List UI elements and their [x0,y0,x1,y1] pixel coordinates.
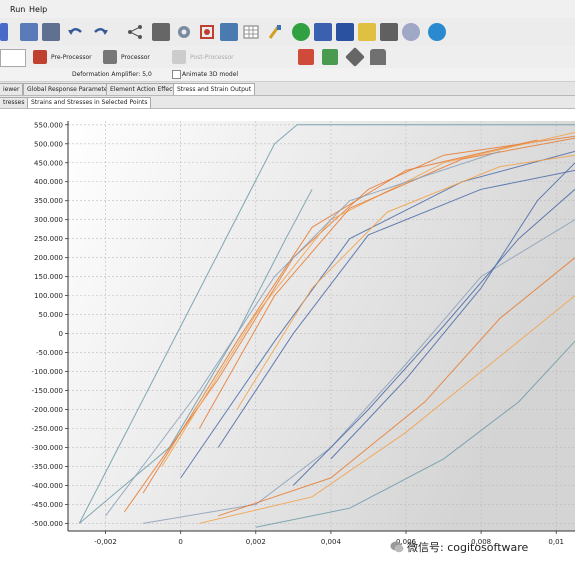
deformation-amplifier-label: Deformation Amplifier: 5,0 [72,71,152,78]
menu-bar: Run Help [0,0,575,19]
mode-select[interactable] [0,49,26,67]
node-icon[interactable] [126,23,144,41]
hysteresis-series-0 [78,124,575,524]
frame-icon [33,50,47,64]
paint-brush-icon[interactable] [266,23,284,41]
hysteresis-series-13 [105,150,501,517]
sub-tabs: tresses Strains and Stresses in Selected… [0,96,575,109]
plot-area [68,121,575,531]
processor-icon [103,50,117,64]
hysteresis-series-12 [198,137,575,429]
hysteresis-series-8 [218,257,575,517]
calculator-icon[interactable] [220,23,238,41]
post-processor-button[interactable]: Post-Processor [172,49,234,65]
y-tick-label: -450.000 [32,501,63,509]
y-tick-label: 550.000 [34,121,63,129]
wechat-icon [390,541,404,553]
save-icon[interactable] [42,23,60,41]
y-tick-label: -400.000 [32,482,63,490]
y-tick-label: -500.000 [32,520,63,528]
undo-icon[interactable] [66,23,84,41]
tab-viewer[interactable]: iewer [0,83,24,95]
y-tick-label: -350.000 [32,463,63,471]
post-processor-icon [172,50,186,64]
hysteresis-series-14 [236,154,575,410]
books-icon[interactable] [336,23,354,41]
globe-icon[interactable] [428,23,446,41]
y-tick-label: 500.000 [34,140,63,148]
post-processor-label: Post-Processor [190,53,234,61]
hysteresis-series-3 [142,139,538,494]
folder-icon[interactable] [358,23,376,41]
pre-processor-button[interactable]: Pre-Processor [33,49,92,65]
x-tick-label: 0,01 [548,538,564,546]
y-tick-label: 0 [59,330,63,338]
toolbar-icon-partial[interactable] [0,23,8,41]
stress-strain-chart: 550.000 500.000 450.000 400.000 350.000 300.0… [0,109,575,576]
y-tick-label: 50.000 [39,311,64,319]
film-icon[interactable] [380,23,398,41]
y-tick-label: 100.000 [34,292,63,300]
structure-icon[interactable] [198,23,216,41]
watermark-text: 微信号: cogitosoftware [407,541,529,554]
tab-strains-stresses-points[interactable]: Strains and Stresses in Selected Points [27,97,152,108]
arch-icon[interactable] [370,49,386,65]
tab-element-action[interactable]: Element Action Effects [106,83,182,95]
check-icon[interactable] [322,49,338,65]
y-tick-label: 300.000 [34,216,63,224]
watermark: 微信号: cogitosoftware [390,539,528,555]
y-tick-label: -200.000 [32,406,63,414]
x-tick-label: 0 [178,538,182,546]
diamond-icon[interactable] [345,47,365,67]
y-tick-label: 250.000 [34,235,63,243]
y-tick-label: 350.000 [34,197,63,205]
table-icon[interactable] [242,23,260,41]
hysteresis-series-9 [199,295,575,524]
chart-svg: 550.000 500.000 450.000 400.000 350.000 300.0… [0,109,575,576]
y-tick-label: -300.000 [32,444,63,452]
hysteresis-series-7 [143,219,575,524]
menu-help[interactable]: Help [29,5,48,14]
open-icon[interactable] [20,23,38,41]
processor-button[interactable]: Processor [103,49,150,65]
x-tick-label: -0,002 [94,538,117,546]
hysteresis-series-15 [330,162,575,460]
animate-checkbox[interactable] [172,70,181,79]
help-icon[interactable] [292,23,310,41]
tab-stress-strain[interactable]: Stress and Strain Output [173,83,256,95]
y-tick-label: 200.000 [34,254,63,262]
element-icon[interactable] [152,23,170,41]
y-tick-label: -150.000 [32,387,63,395]
x-tick-label: 0,006 [396,538,417,546]
processing-toolbar: Pre-Processor Processor Post-Processor [0,46,575,69]
gear-icon[interactable] [175,23,193,41]
hysteresis-series-11 [255,340,575,528]
y-tick-label: -100.000 [32,368,63,376]
processor-label: Processor [121,53,150,61]
main-toolbar [0,18,575,47]
x-tick-label: 0,008 [471,538,491,546]
y-tick-label: 450.000 [34,159,63,167]
menu-run[interactable]: Run [10,5,26,14]
shapes-icon[interactable] [298,49,314,65]
y-tick-label: -50.000 [36,349,63,357]
y-tick-label: -250.000 [32,425,63,433]
hysteresis-series-10 [292,188,575,486]
pre-processor-label: Pre-Processor [51,53,92,61]
output-tabs: iewer Global Response Parameters Element… [0,82,575,96]
tab-global-response[interactable]: Global Response Parameters [23,83,118,95]
book-icon[interactable] [314,23,332,41]
redo-icon[interactable] [92,23,110,41]
animate-label: Animate 3D model [182,71,239,78]
hysteresis-series-6 [217,169,575,448]
tab-stresses[interactable]: tresses [0,97,29,108]
info-bar: Deformation Amplifier: 5,0 Animate 3D mo… [0,68,575,82]
y-tick-label: 400.000 [34,178,63,186]
y-tick-label: 150.000 [34,273,63,281]
hysteresis-series-5 [180,150,575,479]
link-icon[interactable] [402,23,420,41]
x-tick-label: 0,002 [246,538,266,546]
x-tick-label: 0,004 [321,538,342,546]
